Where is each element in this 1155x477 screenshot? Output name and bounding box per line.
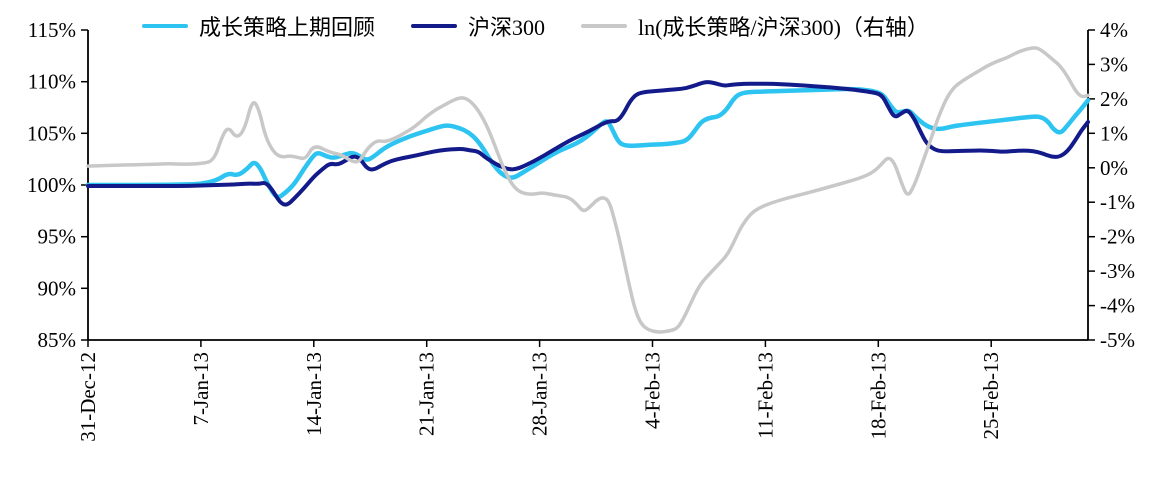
x-axis-tick-label: 25-Feb-13 [979,352,1003,440]
left-axis-tick-label: 100% [27,173,76,197]
right-axis-tick-label: -1% [1100,190,1135,214]
right-axis-tick-label: 3% [1100,52,1128,76]
legend-item-growth-strategy: 成长策略上期回顾 [142,10,375,42]
x-axis-tick-label: 31-Dec-12 [76,352,100,442]
right-axis-tick-label: 1% [1100,121,1128,145]
growth-strategy-line [85,86,1091,200]
legend-item-ln-ratio: ln(成长策略/沪深300)（右轴） [581,10,929,42]
x-axis-tick-label: 14-Jan-13 [302,352,326,436]
x-axis-tick-label: 28-Jan-13 [528,352,552,436]
chart-legend: 成长策略上期回顾 沪深300 ln(成长策略/沪深300)（右轴） [142,10,929,42]
right-axis-tick-label: -2% [1100,225,1135,249]
legend-item-hs300: 沪深300 [411,10,545,42]
left-axis-tick-label: 105% [27,121,76,145]
growth-strategy-legend-swatch [142,23,188,29]
left-axis-tick-label: 110% [28,70,76,94]
hs300-line [86,80,1090,207]
x-axis-tick-label: 7-Jan-13 [189,352,213,425]
ln-ratio-line [86,46,1090,334]
right-axis-tick-label: -3% [1100,259,1135,283]
ln-ratio-legend-swatch [581,24,628,28]
left-axis-tick-label: 95% [38,225,77,249]
left-axis-tick-label: 90% [38,276,77,300]
left-axis-tick-label: 85% [38,328,77,352]
hs300-legend-swatch [411,24,458,28]
x-axis-tick-label: 21-Jan-13 [415,352,439,436]
right-axis-tick-label: 0% [1100,156,1128,180]
right-axis-tick-label: -4% [1100,294,1135,318]
right-axis-tick-label: 2% [1100,87,1128,111]
x-axis-tick-label: 11-Feb-13 [753,352,777,439]
growth-strategy-legend-label: 成长策略上期回顾 [199,15,376,40]
right-axis-tick-label: 4% [1100,18,1128,42]
right-axis-tick-label: -5% [1100,328,1135,352]
hs300-legend-label: 沪深300 [468,15,546,40]
x-axis-tick-label: 18-Feb-13 [866,352,890,440]
ln-ratio-legend-label: ln(成长策略/沪深300)（右轴） [638,15,929,40]
left-axis-tick-label: 115% [28,18,76,42]
x-axis-tick-label: 4-Feb-13 [641,352,665,429]
